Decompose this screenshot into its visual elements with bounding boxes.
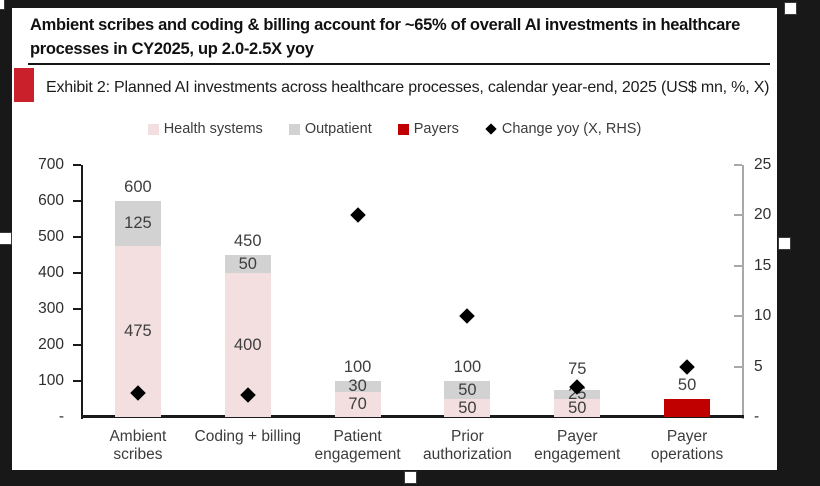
bar-segment-health-systems: [334, 391, 381, 417]
left-axis-tick-label: 500: [38, 228, 64, 245]
change-yoy-diamond-icon: [679, 358, 695, 375]
right-axis-tick: [734, 365, 742, 368]
right-axis-tick-label: 15: [754, 256, 772, 274]
left-axis-tick: [73, 272, 81, 274]
x-axis-line: [81, 415, 744, 418]
right-axis-tick: [734, 214, 742, 217]
bar-segment-value: 50: [238, 254, 257, 273]
exhibit-marker: [14, 68, 34, 102]
bar-total-value: 100: [453, 358, 482, 376]
legend-item-0: Health systems: [147, 121, 263, 137]
legend-swatch-icon: [147, 123, 159, 135]
bar-segment-value: 475: [124, 322, 152, 340]
resize-handle-bottom-middle[interactable]: [404, 471, 417, 484]
chart-legend: Health systems Outpatient Payers Change yoy…: [12, 117, 777, 141]
right-axis-line: [742, 165, 744, 419]
chart-plot-area: 700 600 500 400 300 200 100 - 25 20 15 10 5 - 475 125 60…: [12, 8, 777, 470]
left-axis-tick: [73, 200, 81, 202]
left-axis-tick-label: 200: [38, 336, 64, 353]
left-axis-tick: [73, 236, 81, 238]
x-axis-category-label: Payer operations: [650, 428, 724, 463]
bar-total-value: 450: [233, 232, 262, 250]
bar-segment-value: 70: [348, 394, 367, 413]
right-axis-tick-label: -: [754, 408, 760, 425]
exhibit-caption: Exhibit 2: Planned AI investments across…: [46, 79, 770, 96]
change-yoy-diamond-icon: [349, 207, 366, 224]
figure-headline: Ambient scribes and coding & billing acc…: [30, 16, 741, 58]
x-axis-category-label: Coding + billing: [194, 428, 301, 445]
change-yoy-diamond-icon: [459, 308, 476, 324]
bar-segment-outpatient: [224, 255, 271, 273]
bar-segment-value: 30: [348, 376, 367, 395]
resize-handle-right-middle[interactable]: [778, 237, 791, 250]
right-axis-tick-label: 25: [754, 156, 772, 173]
legend-label: Payers: [413, 121, 459, 137]
resize-handle-top-left[interactable]: [0, 0, 5, 10]
bar-segment-value: 125: [124, 214, 152, 232]
bar-segment-value: 50: [458, 398, 477, 417]
left-axis-tick: [73, 380, 81, 382]
legend-label: Change yoy (X, RHS): [501, 121, 642, 137]
right-axis-tick-label: 10: [754, 307, 772, 325]
left-axis-line: [81, 165, 83, 419]
right-axis-tick-label: 20: [754, 206, 772, 224]
x-axis-category-label: Prior authorization: [423, 428, 512, 463]
bar-segment-outpatient: [114, 201, 161, 246]
bar-total-value: 50: [677, 376, 697, 394]
left-axis-tick-label: 600: [38, 192, 64, 209]
resize-handle-left-middle[interactable]: [0, 232, 12, 245]
bar-total-value: 75: [568, 359, 587, 378]
left-axis-tick-label: 100: [38, 372, 64, 389]
legend-item-3: Change yoy (X, RHS): [485, 121, 641, 137]
bar-segment-value: 400: [233, 335, 262, 354]
header-divider: [28, 63, 770, 65]
bar-total-value: 100: [343, 358, 372, 376]
bar-segment-outpatient: [334, 381, 381, 392]
right-axis-tick: [734, 315, 742, 318]
bar-segment-outpatient: [444, 381, 491, 399]
legend-item-1: Outpatient: [288, 121, 372, 137]
legend-label: Health systems: [163, 121, 263, 137]
bar-segment-health-systems: [444, 399, 491, 417]
bar-segment-value: 50: [458, 380, 477, 399]
left-axis-tick: [73, 308, 81, 310]
bar-segment-value: 50: [568, 398, 587, 417]
left-axis-tick-label: 400: [38, 264, 64, 281]
legend-item-2: Payers: [397, 121, 459, 137]
left-axis-tick: [73, 344, 81, 346]
bar-total-value: 600: [124, 178, 152, 196]
legend-swatch-icon: [288, 123, 300, 135]
x-axis-category-label: Ambient scribes: [109, 428, 167, 463]
x-axis-category-label: Patient engagement: [314, 428, 401, 463]
left-axis-tick-label: 700: [38, 156, 64, 173]
bar-segment-payers: [664, 399, 711, 417]
right-axis-tick: [734, 264, 742, 267]
right-axis-tick-label: 5: [754, 357, 763, 375]
legend-label: Outpatient: [304, 121, 372, 137]
resize-handle-top-right[interactable]: [784, 2, 797, 15]
left-axis-tick-label: 300: [38, 300, 64, 317]
bar-segment-health-systems: [554, 399, 601, 417]
legend-swatch-icon: [397, 123, 409, 135]
left-axis-tick-label: -: [58, 408, 64, 425]
right-axis-tick: [734, 164, 742, 166]
left-axis-tick: [73, 164, 81, 166]
x-axis-category-label: Payer engagement: [534, 428, 621, 463]
chart-figure: Ambient scribes and coding & billing acc…: [12, 8, 777, 470]
